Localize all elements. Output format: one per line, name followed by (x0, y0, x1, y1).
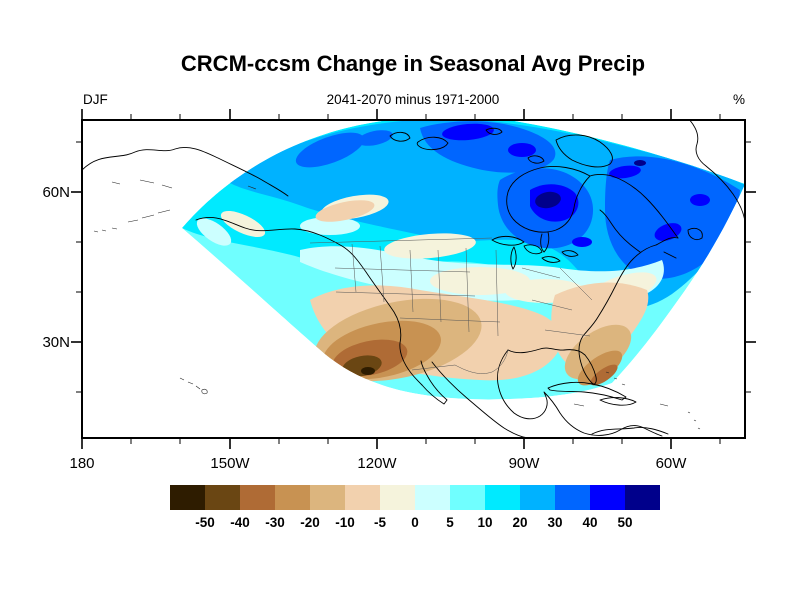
x-axis-tick-label: 90W (509, 455, 541, 472)
state-borders (309, 237, 593, 374)
plot-frame (81, 119, 746, 439)
x-axis-tick-label: 120W (357, 455, 397, 472)
colorbar-label: 5 (446, 515, 454, 530)
contour-region (572, 237, 592, 247)
season-label: DJF (83, 92, 108, 107)
colorbar-cell (415, 485, 450, 510)
coastline-cuba (547, 381, 627, 401)
lake-ontario (561, 250, 579, 257)
y-axis-tick-label: 30N (42, 334, 70, 351)
colorbar-cell (275, 485, 310, 510)
coastline-mexico-pacific (431, 361, 529, 438)
coastline-labrador (589, 174, 679, 239)
contour-region (609, 165, 641, 179)
colorbar-label: 10 (477, 515, 492, 530)
arctic-island-banks (389, 131, 411, 142)
x-axis-tick-label: 180 (69, 455, 94, 472)
contour-region (357, 130, 393, 146)
colorbar-cell (170, 485, 205, 510)
arctic-island-southampton (527, 155, 545, 164)
contour-region (295, 132, 365, 168)
contour-region (384, 233, 476, 259)
arctic-island-small (485, 127, 503, 135)
colorbar-cell (205, 485, 240, 510)
contour-region (634, 160, 646, 166)
colorbar-cell (240, 485, 275, 510)
colorbar-cell (555, 485, 590, 510)
colorbar-label: 20 (512, 515, 527, 530)
coastline-jamaica-puertorico (573, 403, 669, 407)
coastline-hudson-bay (506, 165, 591, 233)
coastline-us-gulf-atlantic-florida (507, 244, 657, 385)
colorbar-label: -30 (265, 515, 285, 530)
colorbar-label: -20 (300, 515, 320, 530)
colorbar-label: 30 (547, 515, 562, 530)
colorbar-cell (625, 485, 660, 510)
axis-tick-labels: 180 150W 120W 90W 60W 60N 30N (42, 184, 687, 472)
page-title: CRCM-ccsm Change in Seasonal Avg Precip (181, 51, 645, 76)
contour-region (508, 143, 536, 157)
lake-superior (491, 235, 525, 246)
colorbar-label: 0 (411, 515, 419, 530)
coastline-hispaniola (599, 397, 637, 406)
contour-region (430, 267, 530, 295)
colorbar-cell (485, 485, 520, 510)
period-label: 2041-2070 minus 1971-2000 (327, 92, 500, 107)
contour-region (605, 156, 740, 279)
coastlines (82, 120, 745, 438)
y-axis-tick-label: 60N (42, 184, 70, 201)
contour-fill-field (182, 120, 745, 400)
contour-region (196, 218, 232, 246)
contour-region (300, 217, 360, 235)
coastline-gulf-yucatan-centralamerica (497, 349, 663, 437)
colorbar-label: -40 (230, 515, 250, 530)
arctic-island-baffin (555, 134, 613, 168)
axis-ticks (71, 109, 756, 449)
map-plot-area (82, 120, 745, 438)
coastline-siberia (82, 147, 289, 197)
contour-region (590, 364, 618, 386)
colorbar-label: 40 (582, 515, 597, 530)
contour-region (442, 123, 494, 141)
colorbar-cell (520, 485, 555, 510)
bahamas-antilles-specks (605, 371, 701, 430)
colorbar-cell (380, 485, 415, 510)
colorbar-label: 50 (617, 515, 632, 530)
coastline-south-america (591, 427, 669, 435)
coastline-greenland (689, 120, 745, 223)
coastline-maritimes (599, 209, 679, 259)
lake-huron (523, 244, 543, 255)
colorbar-label: -10 (335, 515, 355, 530)
colorbar-cell (590, 485, 625, 510)
coastline-alaska-westcoast (195, 217, 423, 386)
arctic-island-victoria (416, 136, 449, 151)
colorbar-cell (450, 485, 485, 510)
contour-region (654, 223, 682, 241)
colorbar-cell (310, 485, 345, 510)
hawaii-islands (179, 377, 208, 395)
coastline-newfoundland (687, 227, 703, 241)
x-axis-tick-label: 60W (656, 455, 688, 472)
contour-region (361, 367, 375, 375)
contour-region (690, 194, 710, 206)
aleutian-islands (93, 209, 171, 233)
contour-region (535, 191, 561, 209)
colorbar-cell (345, 485, 380, 510)
colorbar-label: -50 (195, 515, 215, 530)
lake-erie (541, 256, 561, 263)
contour-region (577, 350, 623, 386)
coastline-baja (420, 360, 448, 405)
contour-region (315, 200, 375, 222)
coastline-james-bay (540, 231, 550, 253)
coastline-siberia-islands (111, 179, 257, 190)
units-label: % (733, 92, 745, 107)
x-axis-tick-label: 150W (210, 455, 250, 472)
colorbar-label: -5 (374, 515, 386, 530)
colorbar: -50 -40 -30 -20 -10 -5 0 5 10 20 30 40 50 (170, 485, 660, 530)
lake-michigan (510, 246, 517, 270)
